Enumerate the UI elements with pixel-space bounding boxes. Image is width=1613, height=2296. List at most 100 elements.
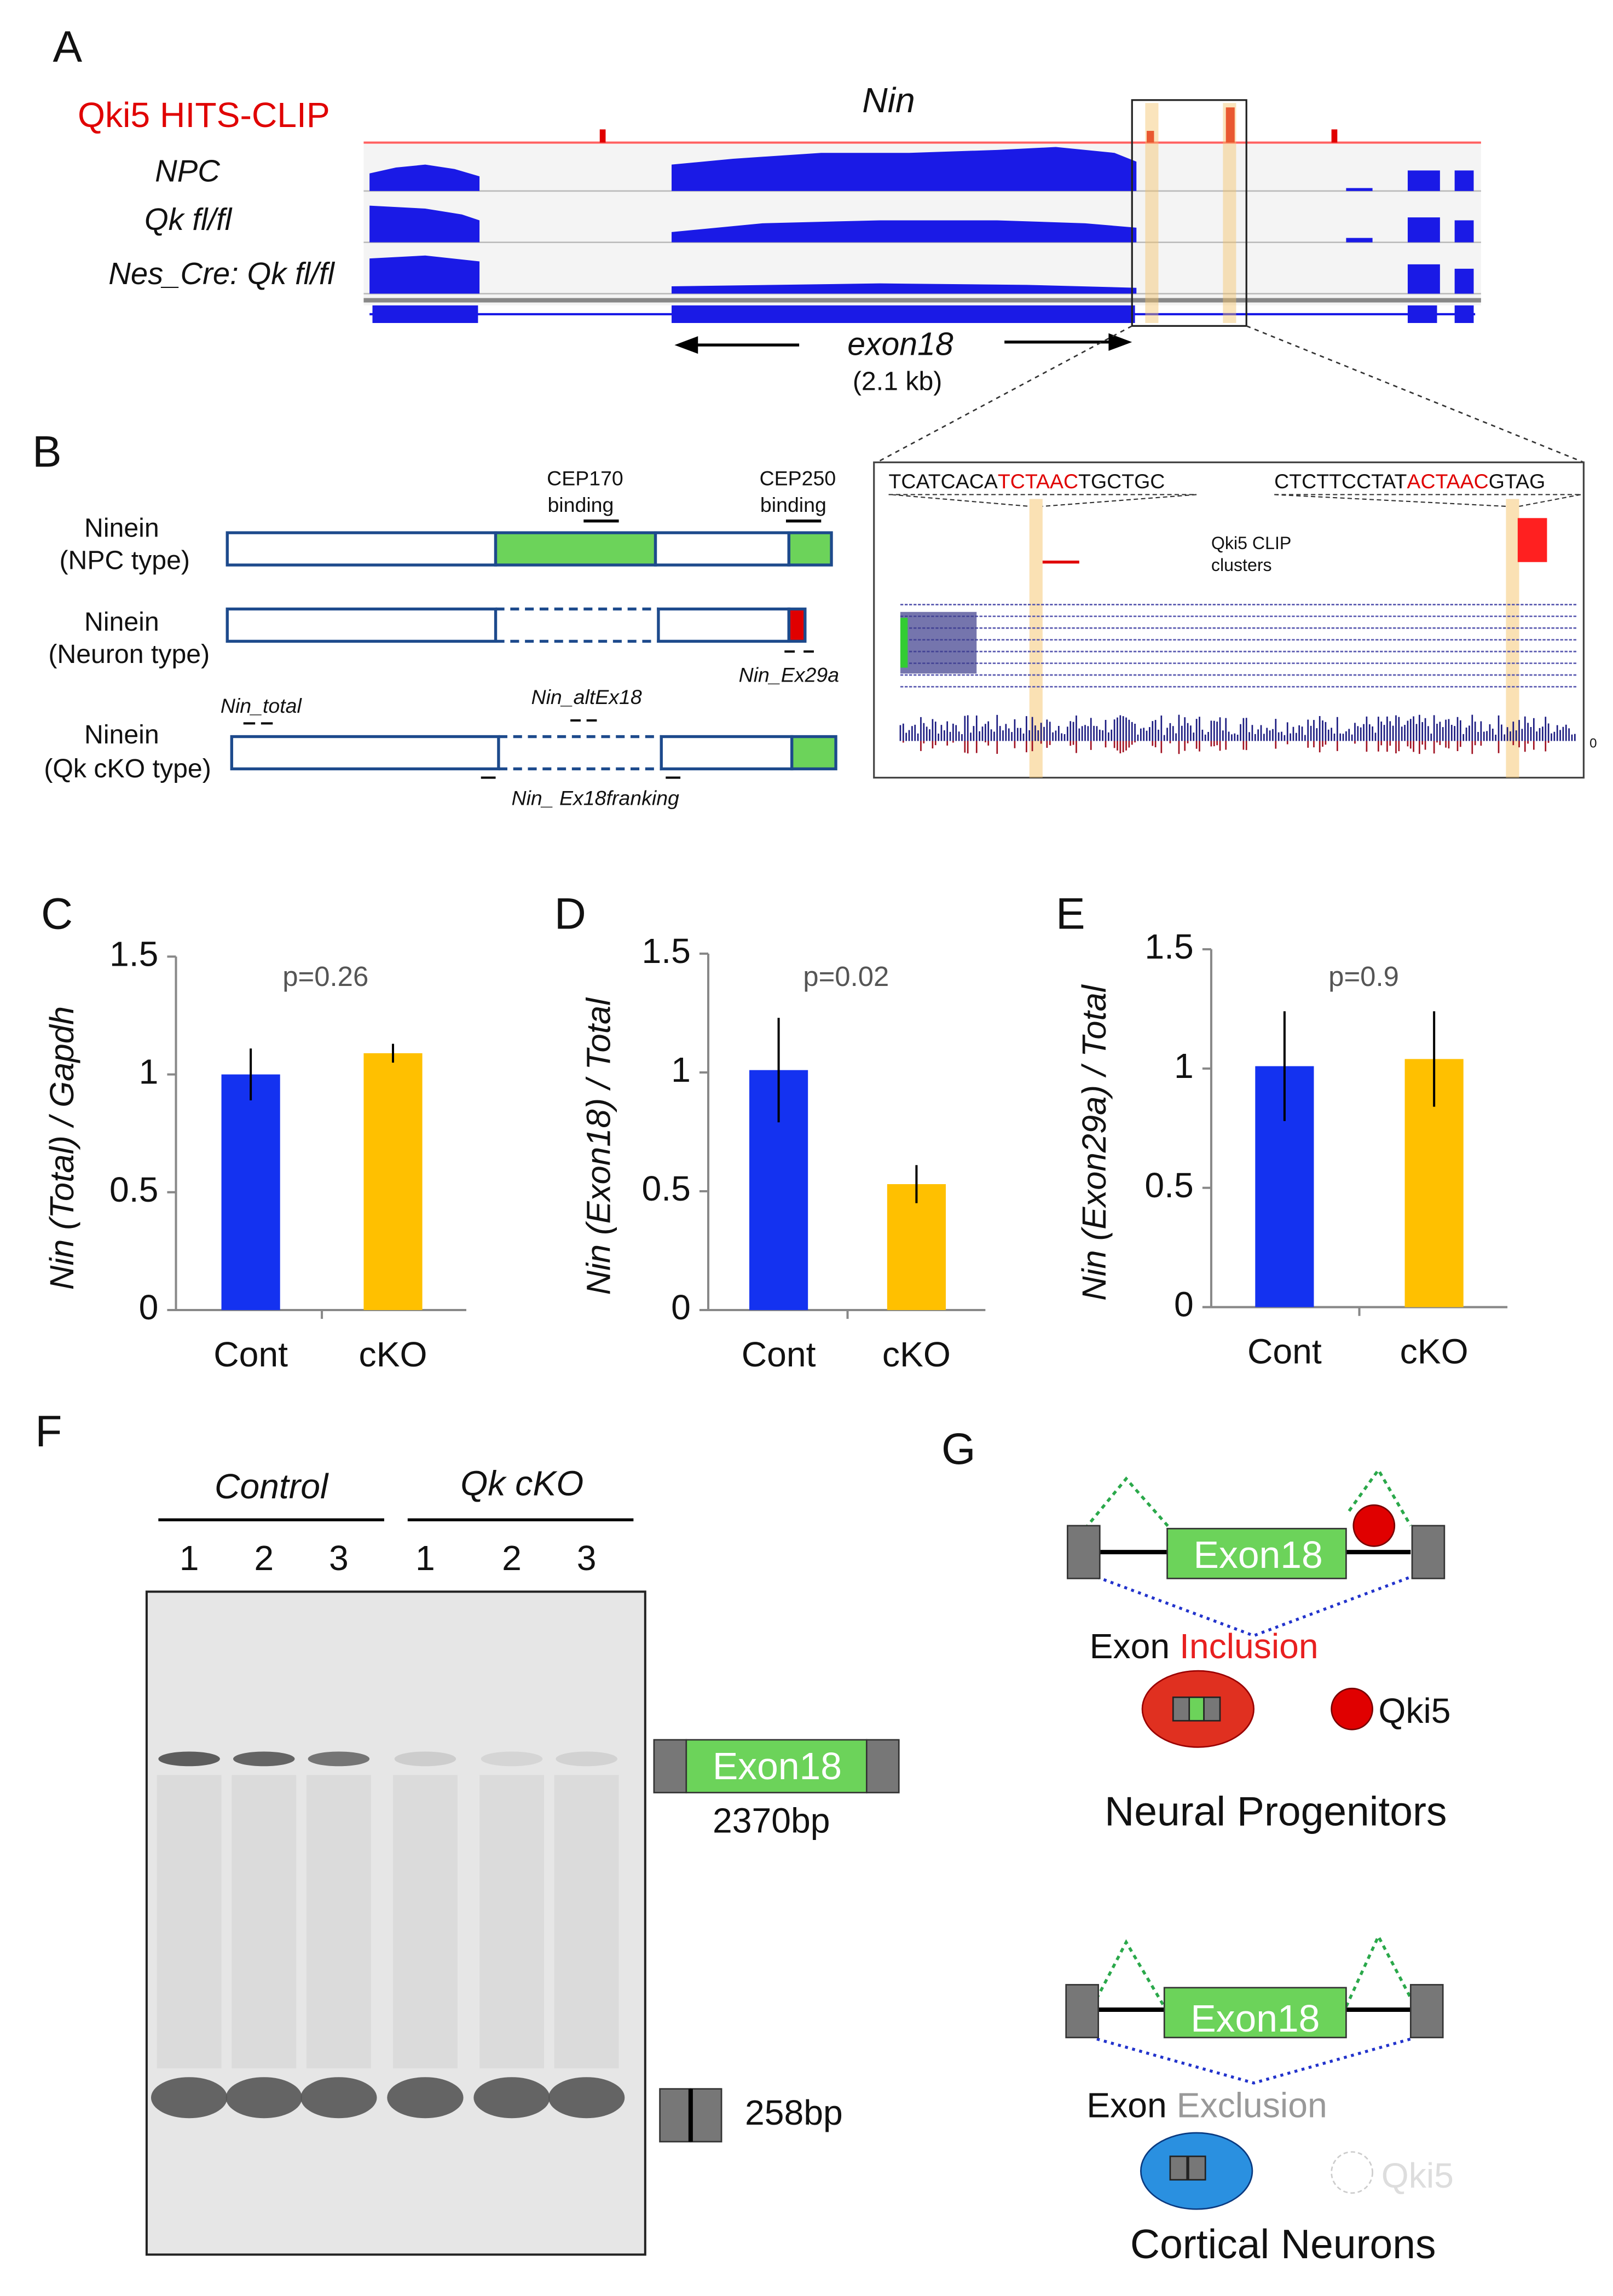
y-tick-label: 0.5 [1144, 1166, 1193, 1205]
panel-label: G [941, 1424, 976, 1474]
domain-label: CEP250 [760, 467, 836, 490]
y-tick-label: 0.5 [109, 1170, 158, 1209]
y-tick-label: 1.5 [1144, 927, 1193, 966]
domain-label: binding [547, 493, 614, 516]
panel-label: C [41, 889, 73, 938]
band [151, 2077, 228, 2119]
clip-peak [1331, 129, 1338, 143]
cluster-label: Qki5 CLIP [1211, 533, 1291, 553]
zoom-line [1246, 325, 1584, 463]
band [548, 2077, 625, 2119]
band [481, 1751, 543, 1767]
highlight [1145, 103, 1159, 324]
lane-smear [479, 1775, 544, 2069]
y-tick-label: 1.5 [641, 931, 690, 971]
seq-guides [888, 494, 1581, 507]
isoform-label: (NPC type) [59, 545, 189, 575]
primer-label: Nin_Ex29a [739, 664, 839, 687]
cell-label: Neural Progenitors [1105, 1788, 1447, 1834]
group-label: Control [215, 1467, 329, 1506]
event-label: Exon Exclusion [1086, 2085, 1327, 2125]
transcript-block [900, 612, 977, 674]
factor-icon [1331, 1687, 1373, 1730]
isoform-label: (Qk cKO type) [44, 754, 211, 783]
exon-label: Exon18 [713, 1745, 842, 1787]
primer-label: Nin_ Ex18franking [511, 787, 679, 810]
y-tick-label: 0.5 [641, 1169, 690, 1208]
y-axis-label: Nin (Exon29a) / Total [1076, 984, 1113, 1301]
band [158, 1751, 220, 1767]
event-word: Exon [1086, 2085, 1176, 2125]
zoom-line [876, 325, 1132, 463]
x-tick-label: Cont [213, 1335, 288, 1374]
panel-a: Qki5 HITS-CLIP Nin NPC Qk fl/fl Nes_Cre:… [78, 80, 1584, 463]
exon-box [866, 1739, 900, 1793]
clip-peak [1225, 107, 1235, 143]
lane-smear [554, 1775, 619, 2069]
factor-label: Qki5 [1378, 1691, 1450, 1730]
panel-label: A [53, 22, 82, 72]
panel-b: Ninein (NPC type) Ninein (Neuron type) N… [44, 461, 1597, 810]
sequence: CTCTTCCTATACTAACGTAG [1274, 470, 1545, 493]
bar [887, 1184, 946, 1311]
exon [372, 305, 478, 324]
exon-box [690, 2088, 722, 2143]
exon-label: Exon18 [1190, 1997, 1320, 2040]
seq-part: CTCTTCCTAT [1274, 470, 1407, 493]
x-tick-label: Cont [742, 1335, 816, 1374]
primer-label: Nin_altEx18 [531, 685, 642, 708]
track-label: NPC [155, 154, 220, 188]
annotation: p=0.26 [282, 961, 368, 992]
exon-box [659, 2088, 692, 2143]
exon [1454, 305, 1474, 324]
isoform-bars [226, 531, 837, 771]
x-tick-label: Cont [1247, 1331, 1322, 1371]
exon-label: exon18 [847, 326, 953, 362]
track-zero: 0 [1589, 736, 1597, 751]
clip-cluster [1042, 561, 1079, 564]
event-word: Exon [1090, 1626, 1180, 1666]
band [308, 1751, 370, 1767]
exon-label: Exon18 [1194, 1533, 1323, 1576]
lane-smear [232, 1775, 297, 2069]
conservation-track [899, 714, 1576, 741]
band [556, 1751, 617, 1767]
clip-peak [1147, 131, 1154, 143]
lane-label: 1 [415, 1538, 435, 1578]
highlight [1223, 103, 1236, 324]
domain-label: binding [760, 493, 826, 516]
event-label: Exon Inclusion [1090, 1626, 1319, 1666]
exon-box [685, 1739, 868, 1793]
zoom-box [1131, 99, 1247, 327]
cell-gene [1188, 1696, 1205, 1722]
band [387, 2077, 464, 2119]
y-tick-label: 1 [139, 1052, 159, 1092]
splice-diagram [1065, 1932, 1444, 2085]
track-label: Qk fl/fl [144, 202, 233, 236]
lane-label: 3 [329, 1538, 349, 1578]
panel-label: F [35, 1407, 62, 1456]
annotation: p=0.02 [803, 961, 889, 992]
seq-motif: ACTAAC [1407, 470, 1488, 493]
domain-label: CEP170 [547, 467, 623, 490]
bar [363, 1053, 423, 1311]
lane-label: 2 [502, 1538, 522, 1578]
product-size: 258bp [745, 2093, 843, 2132]
panel-label: E [1056, 889, 1085, 938]
lane-label: 3 [577, 1538, 597, 1578]
product-size: 2370bp [713, 1801, 830, 1841]
factor-label: Qki5 [1381, 2156, 1454, 2195]
primer-arrows [243, 650, 814, 779]
x-tick-label: cKO [359, 1335, 427, 1374]
lane-smear [306, 1775, 371, 2069]
conservation-track [902, 741, 1550, 754]
y-tick-label: 1.5 [109, 934, 158, 973]
isoform-label: (Neuron type) [48, 639, 210, 669]
y-tick-label: 0 [139, 1288, 159, 1327]
arrow-head [1108, 333, 1132, 351]
arrow-head [674, 336, 698, 354]
panel-f: Control Qk cKO Exon18 2370bp 258bp [145, 1464, 900, 2256]
separator [363, 298, 1481, 303]
exon [672, 305, 1135, 324]
